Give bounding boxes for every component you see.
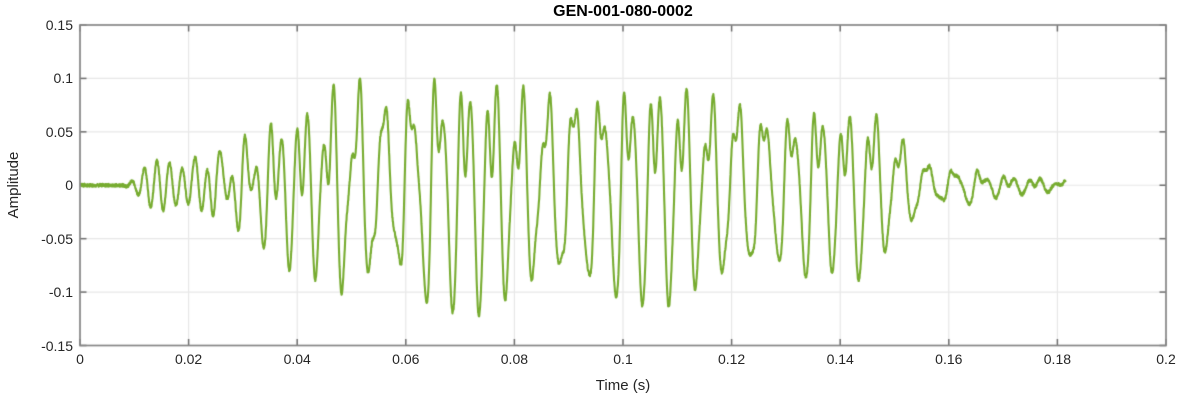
- x-tick-label: 0: [76, 351, 84, 367]
- x-tick-label: 0.02: [174, 351, 203, 367]
- y-tick-label: -0.15: [41, 337, 73, 354]
- x-tick-label: 0.16: [935, 351, 963, 367]
- x-tick-label: 0.04: [283, 351, 311, 367]
- x-tick-label: 0.06: [392, 351, 420, 367]
- x-tick-label: 0.18: [1043, 351, 1072, 367]
- y-tick-label: -0.1: [48, 284, 73, 301]
- y-tick-label: -0.05: [41, 230, 73, 247]
- x-axis-label: Time (s): [595, 377, 651, 394]
- x-tick-label: 0.12: [717, 351, 746, 367]
- x-tick-label: 0.1: [613, 351, 633, 367]
- y-tick-label: 0.1: [53, 70, 73, 87]
- x-tick-label: 0.14: [826, 351, 854, 367]
- y-tick-label: 0.05: [45, 123, 73, 140]
- chart-title: GEN-001-080-0002: [553, 3, 693, 20]
- y-tick-label: 0.15: [45, 17, 73, 33]
- x-tick-label: 0.2: [1156, 351, 1176, 367]
- y-tick-label: 0: [65, 177, 73, 194]
- x-tick-label: 0.08: [500, 351, 529, 367]
